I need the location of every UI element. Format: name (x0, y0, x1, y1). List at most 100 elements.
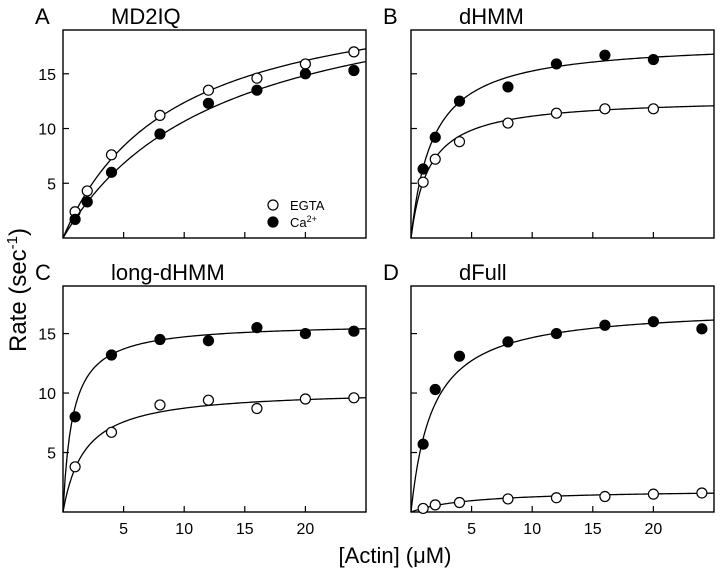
data-point-open (502, 493, 514, 505)
data-point-filled (202, 97, 215, 109)
data-point-filled (154, 333, 166, 346)
y-tick-label: 10 (38, 386, 56, 403)
x-tick-label: 5 (119, 521, 128, 538)
data-point-open (348, 392, 360, 404)
data-point-filled (202, 335, 215, 347)
data-point-open (647, 488, 660, 500)
data-point-open (453, 136, 466, 148)
data-point-open (429, 499, 441, 511)
data-point-open (202, 84, 215, 96)
data-point-filled (453, 95, 466, 107)
data-point-filled (550, 58, 563, 70)
fit-curve (410, 105, 715, 239)
fit-curve (410, 319, 715, 513)
plot-frame (410, 29, 715, 239)
data-point-open (550, 107, 563, 119)
panel-letter: A (35, 4, 50, 29)
data-point-open (154, 399, 166, 411)
data-point-open (696, 487, 708, 499)
panel-letter: B (383, 4, 398, 29)
data-point-open (417, 502, 429, 515)
data-point-filled (251, 322, 263, 334)
data-point-open (429, 153, 441, 165)
panel-title: MD2IQ (111, 4, 181, 29)
y-tick-label: 15 (38, 327, 56, 344)
data-point-open (81, 185, 93, 197)
y-tick-label: 15 (38, 67, 56, 84)
data-point-filled (502, 81, 514, 93)
x-tick-label: 10 (175, 521, 193, 538)
panel-title: long-dHMM (111, 260, 225, 285)
panel-letter: D (383, 260, 399, 285)
panel-letter: C (35, 260, 51, 285)
data-point-filled (599, 319, 611, 331)
data-point-filled (696, 323, 708, 335)
data-point-open (251, 402, 263, 415)
x-tick-label: 5 (467, 521, 476, 538)
data-point-filled (105, 166, 118, 178)
legend-label: EGTA (290, 198, 325, 213)
data-point-open (453, 496, 466, 509)
data-point-open (599, 103, 611, 115)
data-point-filled (69, 411, 81, 423)
data-point-open (417, 176, 429, 188)
x-tick-label: 15 (236, 521, 254, 538)
panel-title: dFull (459, 260, 507, 285)
x-tick-label: 20 (297, 521, 315, 538)
data-point-filled (299, 68, 311, 80)
data-point-filled (105, 349, 118, 361)
x-axis-label: [Actin] (μM) (339, 543, 452, 568)
data-point-open (105, 149, 118, 161)
data-point-filled (550, 327, 563, 340)
y-tick-label: 5 (47, 176, 56, 193)
data-point-filled (348, 325, 360, 337)
x-tick-label: 15 (584, 521, 602, 538)
plot-frame (62, 285, 367, 513)
panel-title: dHMM (459, 4, 524, 29)
data-point-open (154, 109, 166, 121)
data-point-filled (299, 327, 311, 340)
data-point-filled (154, 128, 166, 140)
data-point-filled (502, 336, 514, 348)
data-point-filled (647, 53, 660, 66)
y-axis-label: Rate (sec-1) (4, 228, 32, 352)
data-point-filled (417, 438, 429, 450)
plot-frame (410, 285, 715, 513)
y-tick-label: 5 (47, 446, 56, 463)
data-point-open (202, 394, 215, 406)
data-point-filled (81, 196, 93, 208)
data-point-filled (429, 131, 441, 143)
data-point-open (599, 490, 611, 503)
plot-frame (62, 29, 367, 239)
legend-marker (267, 199, 279, 211)
fit-curve (62, 397, 367, 513)
data-point-open (69, 461, 81, 473)
data-point-open (299, 393, 311, 405)
legend-marker (267, 216, 279, 228)
data-point-open (348, 46, 360, 58)
data-point-filled (647, 316, 660, 328)
data-point-open (105, 426, 118, 438)
data-point-open (251, 72, 263, 84)
y-tick-label: 10 (38, 122, 56, 139)
data-point-open (647, 103, 660, 115)
data-point-open (299, 58, 311, 70)
data-point-open (502, 117, 514, 129)
data-point-filled (599, 49, 611, 61)
x-tick-label: 20 (645, 521, 663, 538)
data-point-filled (348, 64, 360, 77)
x-tick-label: 10 (523, 521, 541, 538)
data-point-open (550, 492, 563, 504)
data-point-filled (429, 383, 441, 396)
data-point-filled (69, 213, 81, 225)
data-point-filled (453, 350, 466, 362)
data-point-filled (251, 84, 263, 96)
legend-label: Ca2+ (290, 214, 317, 230)
